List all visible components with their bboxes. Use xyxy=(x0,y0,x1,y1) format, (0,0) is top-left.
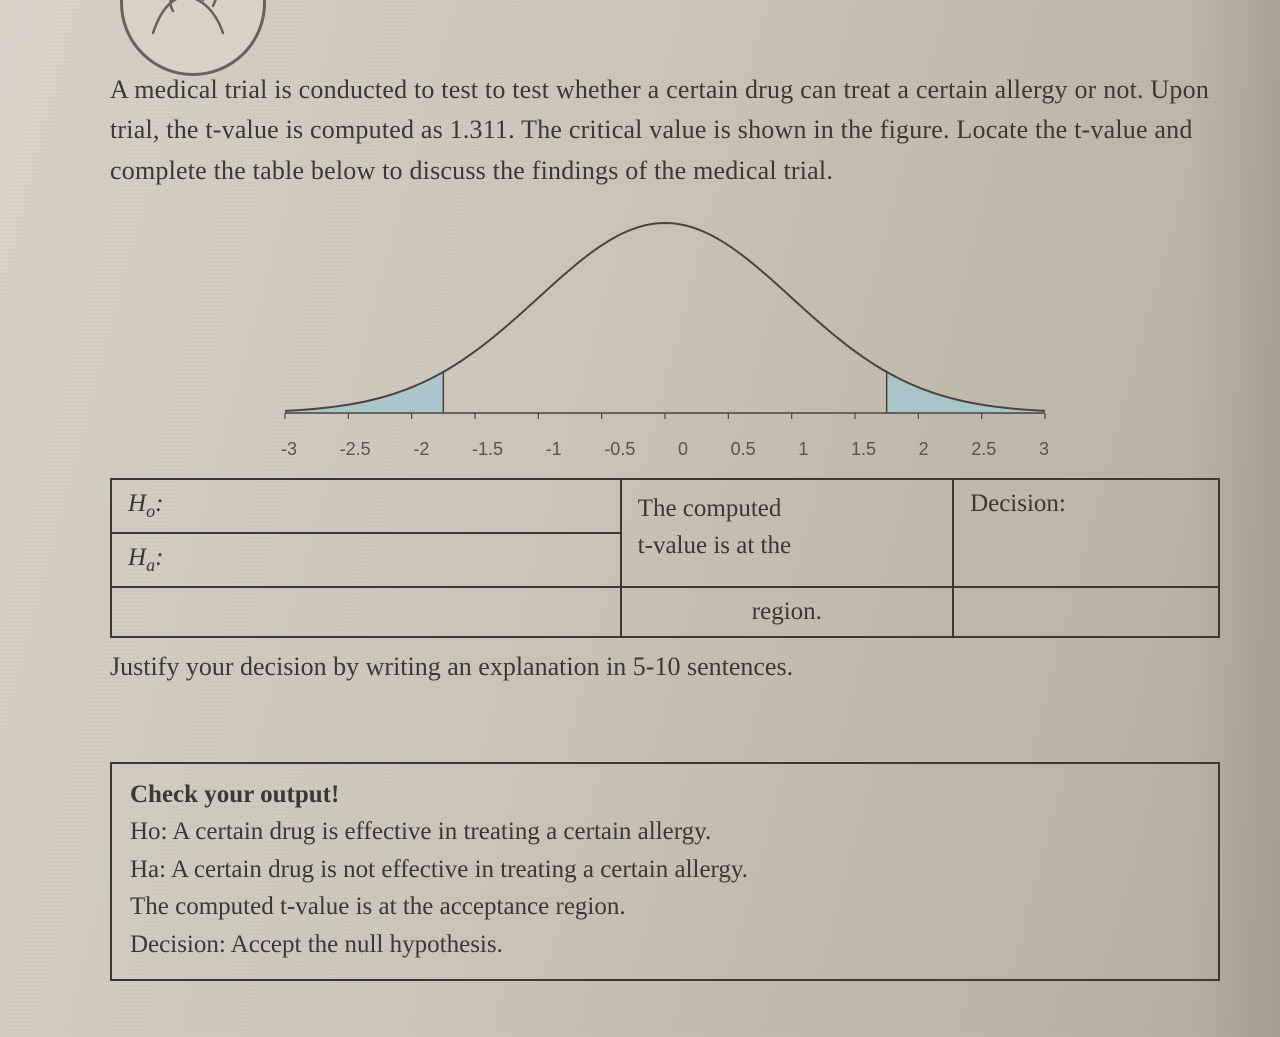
x-tick-label: 0.5 xyxy=(731,439,756,460)
check-line-ho: Ho: A certain drug is effective in treat… xyxy=(130,813,1200,851)
empty-cell xyxy=(111,587,621,637)
x-tick-label: 2.5 xyxy=(971,439,996,460)
t-value-region-cell: The computed t-value is at the xyxy=(621,479,953,587)
t-distribution-chart: -3 -2.5 -2 -1.5 -1 -0.5 0 0.5 1 1.5 2 2.5 3 xyxy=(275,217,1055,460)
x-tick-label: -1 xyxy=(546,439,562,460)
x-tick-label: -0.5 xyxy=(604,439,635,460)
x-tick-label: 3 xyxy=(1039,439,1049,460)
check-line-region: The computed t-value is at the acceptanc… xyxy=(130,888,1200,926)
check-output-box: Check your output! Ho: A certain drug is… xyxy=(110,762,1220,982)
empty-cell xyxy=(953,587,1219,637)
x-tick-label: -3 xyxy=(281,439,297,460)
hypothesis-table: Ho: The computed t-value is at the Decis… xyxy=(110,478,1220,638)
worksheet-page: A medical trial is conducted to test to … xyxy=(0,0,1280,1037)
ha-cell: Ha: xyxy=(111,533,621,587)
check-line-decision: Decision: Accept the null hypothesis. xyxy=(130,926,1200,964)
ha-subscript: a xyxy=(146,555,155,575)
x-tick-label: -1.5 xyxy=(472,439,503,460)
h0-symbol: H xyxy=(128,490,146,517)
check-line-ha: Ha: A certain drug is not effective in t… xyxy=(130,851,1200,889)
region-word-cell: region. xyxy=(621,587,953,637)
t-line-2: t-value is at the xyxy=(638,527,936,565)
t-line-1: The computed xyxy=(638,490,936,528)
x-tick-label: 1.5 xyxy=(851,439,876,460)
h0-colon: : xyxy=(155,490,163,517)
justify-instruction: Justify your decision by writing an expl… xyxy=(110,652,1220,682)
distribution-svg xyxy=(275,217,1055,437)
check-title: Check your output! xyxy=(130,776,1200,814)
x-tick-label: -2.5 xyxy=(340,439,371,460)
ha-colon: : xyxy=(155,544,163,571)
h0-subscript: o xyxy=(146,501,155,521)
ha-symbol: H xyxy=(128,544,146,571)
table-row: region. xyxy=(111,587,1219,637)
h0-cell: Ho: xyxy=(111,479,621,533)
x-tick-label: -2 xyxy=(413,439,429,460)
decision-label: Decision: xyxy=(970,490,1066,517)
hand-illustration-icon xyxy=(120,0,266,76)
x-axis-tick-labels: -3 -2.5 -2 -1.5 -1 -0.5 0 0.5 1 1.5 2 2.5 3 xyxy=(275,439,1055,460)
decision-cell: Decision: xyxy=(953,479,1219,587)
table-row: Ho: The computed t-value is at the Decis… xyxy=(111,479,1219,533)
problem-intro-text: A medical trial is conducted to test to … xyxy=(110,70,1220,191)
region-word: region. xyxy=(752,598,822,625)
x-tick-label: 0 xyxy=(678,439,688,460)
x-tick-label: 1 xyxy=(798,439,808,460)
x-tick-label: 2 xyxy=(919,439,929,460)
